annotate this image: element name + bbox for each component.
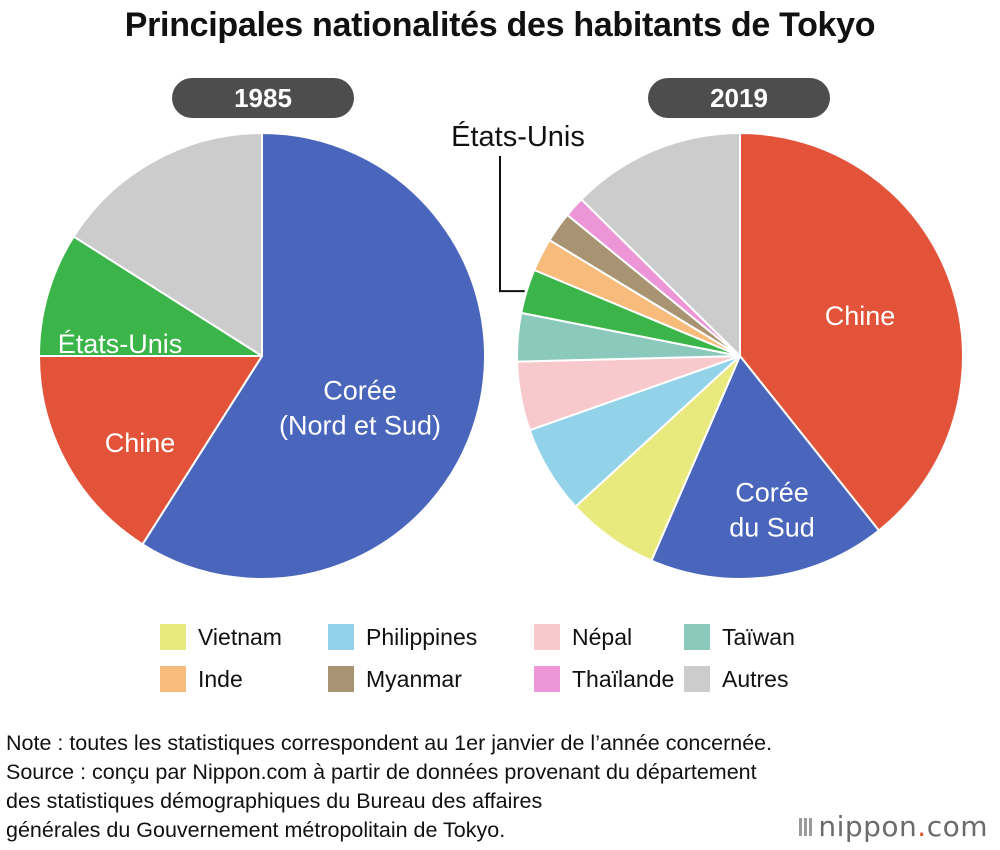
- legend-item-inde: Inde: [160, 664, 328, 694]
- logo-name: nippon: [818, 810, 918, 843]
- legend-item-taiwan: Taïwan: [684, 622, 840, 652]
- legend-label: Inde: [198, 665, 243, 692]
- source-line: générales du Gouvernement métropolitain …: [6, 818, 506, 842]
- legend-swatch: [328, 666, 354, 692]
- logo-dot: .: [917, 810, 927, 843]
- year-badge-2019: 2019: [648, 78, 830, 118]
- legend-swatch: [160, 624, 186, 650]
- legend-swatch: [534, 666, 560, 692]
- legend-label: Népal: [572, 623, 633, 650]
- legend-swatch: [684, 666, 710, 692]
- legend-label: Autres: [722, 665, 789, 692]
- legend-swatch: [328, 624, 354, 650]
- year-badge-1985: 1985: [172, 78, 354, 118]
- legend-item-nepal: Népal: [534, 622, 684, 652]
- legend-label: Philippines: [366, 623, 478, 650]
- slice-label-1985-chine: Chine: [105, 428, 176, 458]
- callout-label-etats-unis: États-Unis: [451, 120, 585, 153]
- logo-suffix: com: [926, 810, 988, 843]
- legend-item-autres: Autres: [684, 664, 840, 694]
- pie-slice-1985-etats-unis: [38, 235, 263, 357]
- legend-item-myanmar: Myanmar: [328, 664, 534, 694]
- legend-swatch: [160, 666, 186, 692]
- chart-title: Principales nationalités des habitants d…: [124, 6, 876, 44]
- legend: Vietnam Philippines Népal Taïwan Inde Myanmar…: [160, 622, 840, 694]
- pie-slice-1985-chine: [38, 355, 263, 546]
- legend-swatch: [534, 624, 560, 650]
- pie-slice-1985-autres: [72, 132, 263, 357]
- legend-item-thailande: Thaïlande: [534, 664, 684, 694]
- legend-label: Myanmar: [366, 665, 462, 692]
- legend-item-philippines: Philippines: [328, 622, 534, 652]
- pie-slice-1985-coree-nord-et-sud: [141, 132, 486, 580]
- pie-slice-2019-autres: [580, 132, 741, 357]
- source-line: des statistiques démographiques du Burea…: [6, 789, 543, 813]
- pie-slice-2019-coree-du-sud: [650, 355, 880, 580]
- legend-swatch: [684, 624, 710, 650]
- callout-leader-line: [499, 156, 525, 293]
- legend-label: Vietnam: [198, 623, 282, 650]
- nippon-logo: nippon. com: [799, 810, 988, 843]
- legend-label: Taïwan: [722, 623, 795, 650]
- legend-item-vietnam: Vietnam: [160, 622, 328, 652]
- slice-label-2019-chine: Chine: [825, 301, 896, 331]
- pie-2019: Chine Corée du Sud États-Unis: [451, 120, 964, 580]
- logo-bars-icon: [799, 817, 813, 836]
- source-line: Source : conçu par Nippon.com à partir d…: [6, 760, 757, 784]
- note-line: Note : toutes les statistiques correspon…: [6, 731, 773, 755]
- slice-label-1985-coree-nord-et-sud: Corée (Nord et Sud): [279, 376, 441, 441]
- slice-label-2019-coree-du-sud: Corée du Sud: [729, 478, 815, 543]
- legend-label: Thaïlande: [572, 665, 675, 692]
- slice-label-1985-etats-unis: États-Unis: [58, 329, 183, 359]
- notes: Note : toutes les statistiques correspon…: [6, 729, 996, 845]
- pie-slice-2019-chine: [739, 132, 964, 532]
- pie-1985: Corée (Nord et Sud) Chine États-Unis: [38, 132, 486, 580]
